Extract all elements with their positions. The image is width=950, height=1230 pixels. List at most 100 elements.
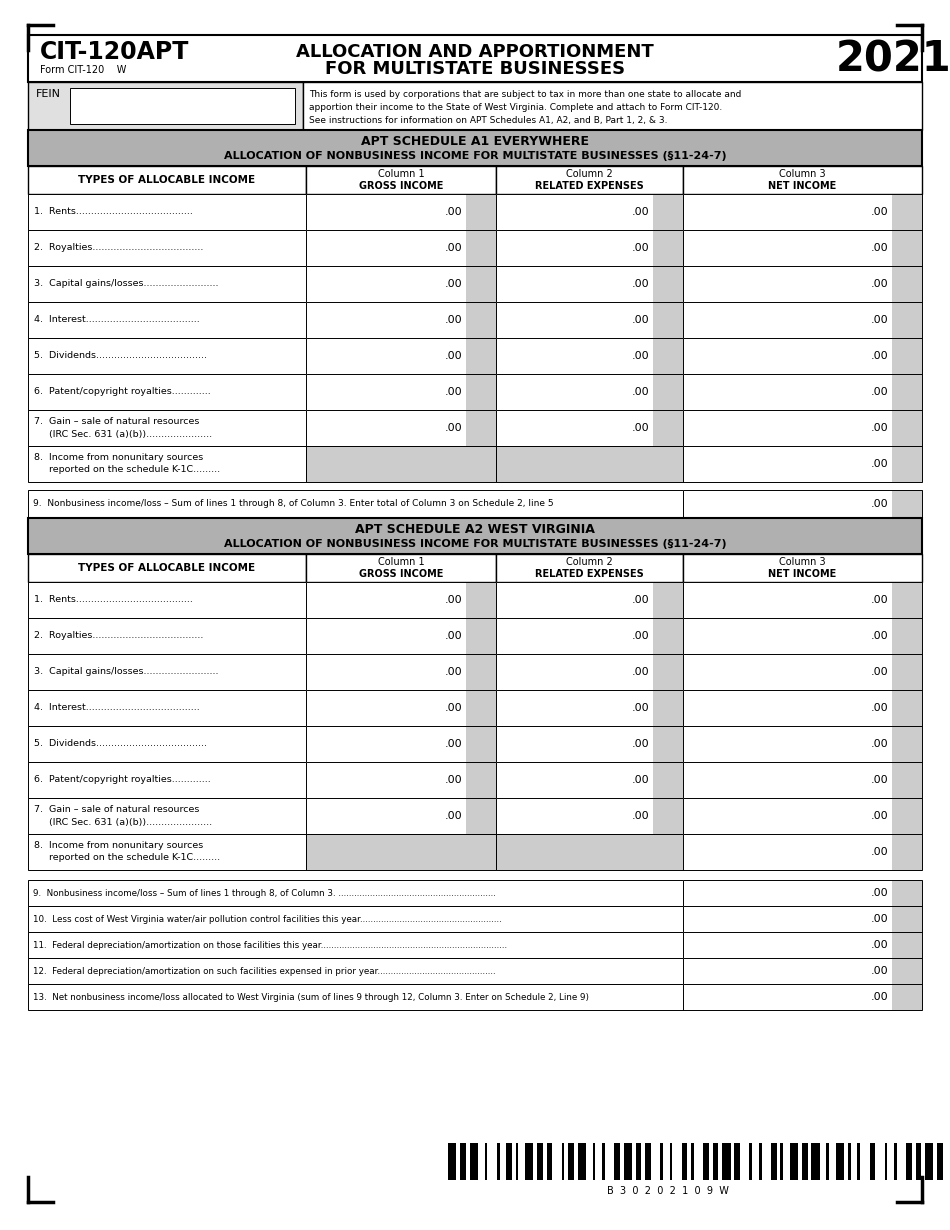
Bar [496,194,653,230]
Text: .00: .00 [870,244,888,253]
Bar [496,726,683,763]
Text: 4.  Interest......................................: 4. Interest.............................… [34,704,199,712]
Text: NET INCOME: NET INCOME [769,181,837,191]
Bar [496,166,683,194]
Text: 4.  Interest......................................: 4. Interest.............................… [34,316,199,325]
Bar [916,1143,922,1180]
Text: .00: .00 [632,811,649,820]
Text: .00: .00 [445,207,462,216]
Text: RELATED EXPENSES: RELATED EXPENSES [535,569,644,579]
Bar [28,958,683,984]
Bar [892,798,922,834]
Bar [869,1143,875,1180]
Bar [466,230,496,266]
Bar [892,726,922,763]
Bar [645,1143,651,1180]
Bar [683,617,922,654]
Bar [28,798,306,834]
Bar [826,1143,829,1180]
Bar [28,690,306,726]
Bar [306,726,496,763]
Text: reported on the schedule K-1C.........: reported on the schedule K-1C......... [34,465,220,475]
Text: .00: .00 [632,244,649,253]
Bar [306,303,496,338]
Bar [306,266,466,303]
Bar [653,230,683,266]
Bar [683,726,892,763]
Bar [683,984,892,1010]
Text: .00: .00 [870,279,888,289]
Text: .00: .00 [445,244,462,253]
Bar [892,654,922,690]
Bar [683,303,922,338]
Bar [653,617,683,654]
Text: .00: .00 [870,739,888,749]
Text: 3.  Capital gains/losses.........................: 3. Capital gains/losses.................… [34,668,218,677]
Bar [496,798,653,834]
Bar [466,266,496,303]
Bar [506,1143,512,1180]
Bar [28,166,306,194]
Bar [306,194,496,230]
Bar [683,834,922,870]
Text: 11.  Federal depreciation/amortization on those facilities this year............: 11. Federal depreciation/amortization on… [33,941,507,950]
Bar [306,554,496,582]
Bar [306,166,496,194]
Text: .00: .00 [632,315,649,325]
Bar [306,617,496,654]
Bar [496,194,683,230]
Text: 7.  Gain – sale of natural resources: 7. Gain – sale of natural resources [34,417,199,427]
Bar [306,726,466,763]
Bar [466,798,496,834]
Bar [303,82,922,130]
Text: .00: .00 [632,667,649,677]
Bar [653,374,683,410]
Text: Column 1: Column 1 [378,169,425,180]
Bar [306,446,496,482]
Bar [496,763,653,798]
Text: .00: .00 [870,387,888,397]
Bar [306,617,466,654]
Bar [683,690,922,726]
Bar [683,879,922,907]
Bar [306,410,496,446]
Text: .00: .00 [445,775,462,785]
Bar [306,690,466,726]
Bar [892,690,922,726]
Text: .00: .00 [870,631,888,641]
Text: 10.  Less cost of West Virginia water/air pollution control facilities this year: 10. Less cost of West Virginia water/air… [33,914,502,924]
Bar [28,490,683,518]
Bar [653,798,683,834]
Bar [496,582,653,617]
Bar [683,374,922,410]
Bar [496,798,683,834]
Bar [750,1143,752,1180]
Bar [466,582,496,617]
Text: 7.  Gain – sale of natural resources: 7. Gain – sale of natural resources [34,806,199,814]
Text: ALLOCATION OF NONBUSINESS INCOME FOR MULTISTATE BUSINESSES (§11-24-7): ALLOCATION OF NONBUSINESS INCOME FOR MUL… [223,539,727,549]
Text: .00: .00 [870,351,888,360]
Bar [306,582,466,617]
Bar [306,230,466,266]
Bar [496,374,653,410]
Bar [496,303,683,338]
Bar [892,617,922,654]
Bar [306,654,466,690]
Bar [306,266,496,303]
Bar [469,1143,478,1180]
Bar [28,518,922,554]
Text: TYPES OF ALLOCABLE INCOME: TYPES OF ALLOCABLE INCOME [79,175,256,184]
Text: .00: .00 [870,993,888,1002]
Bar [466,410,496,446]
Bar [892,266,922,303]
Bar [28,879,683,907]
Bar [892,490,922,518]
Bar [496,230,683,266]
Bar [496,554,683,582]
Bar [484,1143,487,1180]
Text: GROSS INCOME: GROSS INCOME [359,181,444,191]
Bar [28,410,306,446]
Bar [496,338,683,374]
Bar [306,338,496,374]
Bar [653,266,683,303]
